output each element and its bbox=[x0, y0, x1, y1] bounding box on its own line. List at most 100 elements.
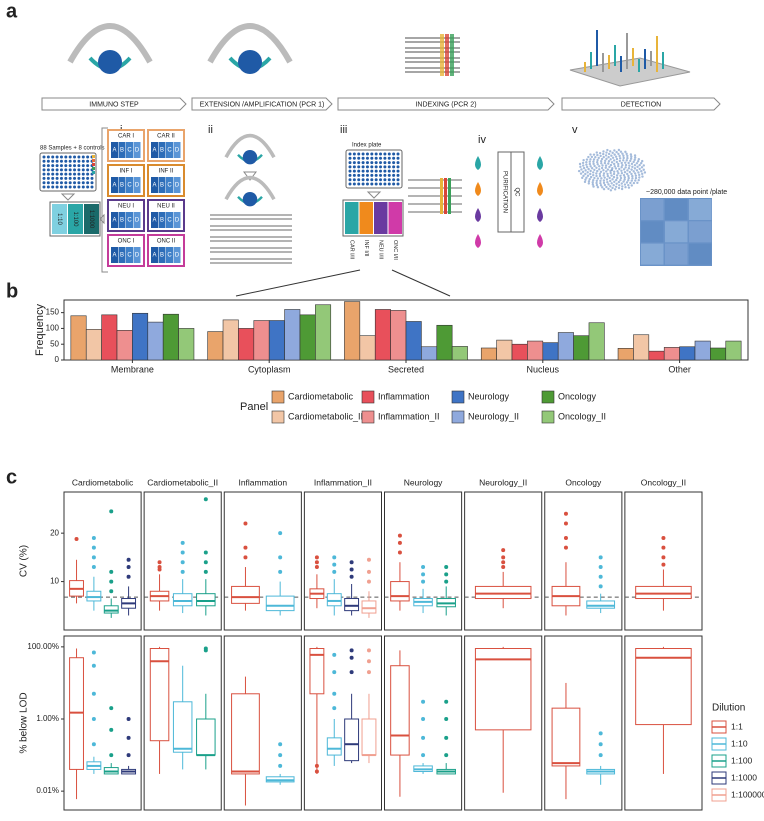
scatter-dot bbox=[602, 172, 606, 175]
well bbox=[90, 176, 94, 180]
scatter-dot bbox=[633, 167, 637, 170]
well-letter: D bbox=[175, 148, 180, 154]
bar bbox=[299, 314, 316, 361]
outlier bbox=[598, 731, 603, 736]
outlier bbox=[349, 574, 354, 579]
scatter-dot bbox=[588, 177, 591, 181]
outlier bbox=[243, 521, 248, 526]
outlier bbox=[91, 545, 96, 550]
icon-bead bbox=[98, 50, 122, 74]
scatter-dot bbox=[630, 179, 633, 182]
scatter-dot bbox=[595, 160, 599, 164]
scatter-dot bbox=[610, 174, 613, 177]
outlier bbox=[349, 567, 354, 572]
outlier bbox=[332, 691, 337, 696]
outlier bbox=[349, 655, 354, 660]
well bbox=[361, 156, 365, 160]
plate-caption: 88 Samples + 8 controls bbox=[40, 146, 105, 152]
outlier bbox=[397, 550, 402, 555]
box bbox=[196, 593, 216, 607]
bar bbox=[147, 321, 164, 361]
bar bbox=[222, 319, 239, 361]
scatter-dot bbox=[595, 172, 598, 175]
facet-title: Oncology_II bbox=[641, 477, 686, 487]
well bbox=[361, 161, 365, 165]
scatter-dot bbox=[616, 176, 619, 180]
control-well bbox=[92, 171, 95, 174]
well bbox=[55, 155, 59, 159]
scatter-dot bbox=[578, 162, 582, 166]
step-label: IMMUNO STEP bbox=[89, 101, 139, 108]
scatter-dot bbox=[586, 171, 589, 174]
well bbox=[73, 159, 77, 163]
scatter-dot bbox=[605, 170, 608, 173]
scatter-dot bbox=[600, 177, 603, 180]
well bbox=[352, 178, 356, 182]
well-column bbox=[173, 212, 181, 228]
scatter-dot bbox=[589, 175, 593, 179]
outlier bbox=[598, 584, 603, 589]
scatter-dot bbox=[615, 150, 618, 154]
scatter-dot bbox=[641, 159, 644, 163]
dilution-label: 1:100 bbox=[72, 211, 78, 227]
scatter-dot bbox=[630, 162, 634, 166]
scatter-dot bbox=[595, 151, 598, 154]
box bbox=[361, 718, 377, 756]
scatter-dot bbox=[615, 160, 618, 164]
well bbox=[46, 185, 50, 189]
legend-key bbox=[271, 390, 285, 404]
well bbox=[46, 164, 50, 168]
well-column bbox=[118, 247, 126, 263]
scatter-dot bbox=[630, 168, 633, 171]
well-column bbox=[118, 212, 126, 228]
scatter-dot bbox=[614, 155, 618, 158]
well bbox=[392, 169, 396, 173]
outlier bbox=[314, 555, 319, 560]
legend-label: Neurology bbox=[468, 391, 510, 401]
well bbox=[68, 181, 72, 185]
well bbox=[379, 165, 383, 169]
well bbox=[59, 155, 63, 159]
bar bbox=[405, 321, 422, 361]
well bbox=[370, 169, 374, 173]
well bbox=[392, 156, 396, 160]
scatter-dot bbox=[609, 179, 612, 183]
control-well bbox=[92, 159, 95, 162]
well bbox=[77, 172, 81, 176]
well bbox=[387, 178, 391, 182]
well-column bbox=[166, 177, 173, 193]
well bbox=[51, 172, 55, 176]
outlier bbox=[91, 650, 96, 655]
outlier bbox=[563, 511, 568, 516]
well-column bbox=[126, 177, 133, 193]
well-letter: B bbox=[120, 218, 124, 224]
well bbox=[55, 159, 59, 163]
legend-key bbox=[451, 410, 465, 424]
legend-label: 1:10 bbox=[731, 738, 748, 748]
scatter-dot bbox=[595, 174, 598, 178]
scatter-dot bbox=[593, 176, 596, 180]
well bbox=[383, 182, 387, 186]
outlier bbox=[397, 540, 402, 545]
bar bbox=[451, 346, 468, 361]
legend-label: 1:100 bbox=[731, 755, 753, 765]
panel-name: INF I bbox=[120, 169, 133, 175]
bar bbox=[390, 310, 407, 361]
well bbox=[51, 164, 55, 168]
outlier bbox=[203, 569, 208, 574]
box bbox=[103, 605, 119, 614]
well bbox=[59, 159, 63, 163]
box bbox=[635, 585, 692, 600]
y-tick-label: 50 bbox=[50, 339, 59, 348]
scatter-dot bbox=[601, 186, 604, 189]
scatter-dot bbox=[629, 153, 633, 156]
panel-name: NEU II bbox=[157, 204, 175, 210]
outlier bbox=[314, 763, 319, 768]
scatter-dot bbox=[585, 165, 589, 169]
scatter-dot bbox=[583, 180, 587, 184]
legend-label: Inflammation_II bbox=[378, 411, 440, 421]
scatter-dot bbox=[595, 179, 599, 182]
control-well bbox=[92, 167, 95, 170]
outlier bbox=[91, 691, 96, 696]
heatmap-block bbox=[689, 199, 712, 220]
